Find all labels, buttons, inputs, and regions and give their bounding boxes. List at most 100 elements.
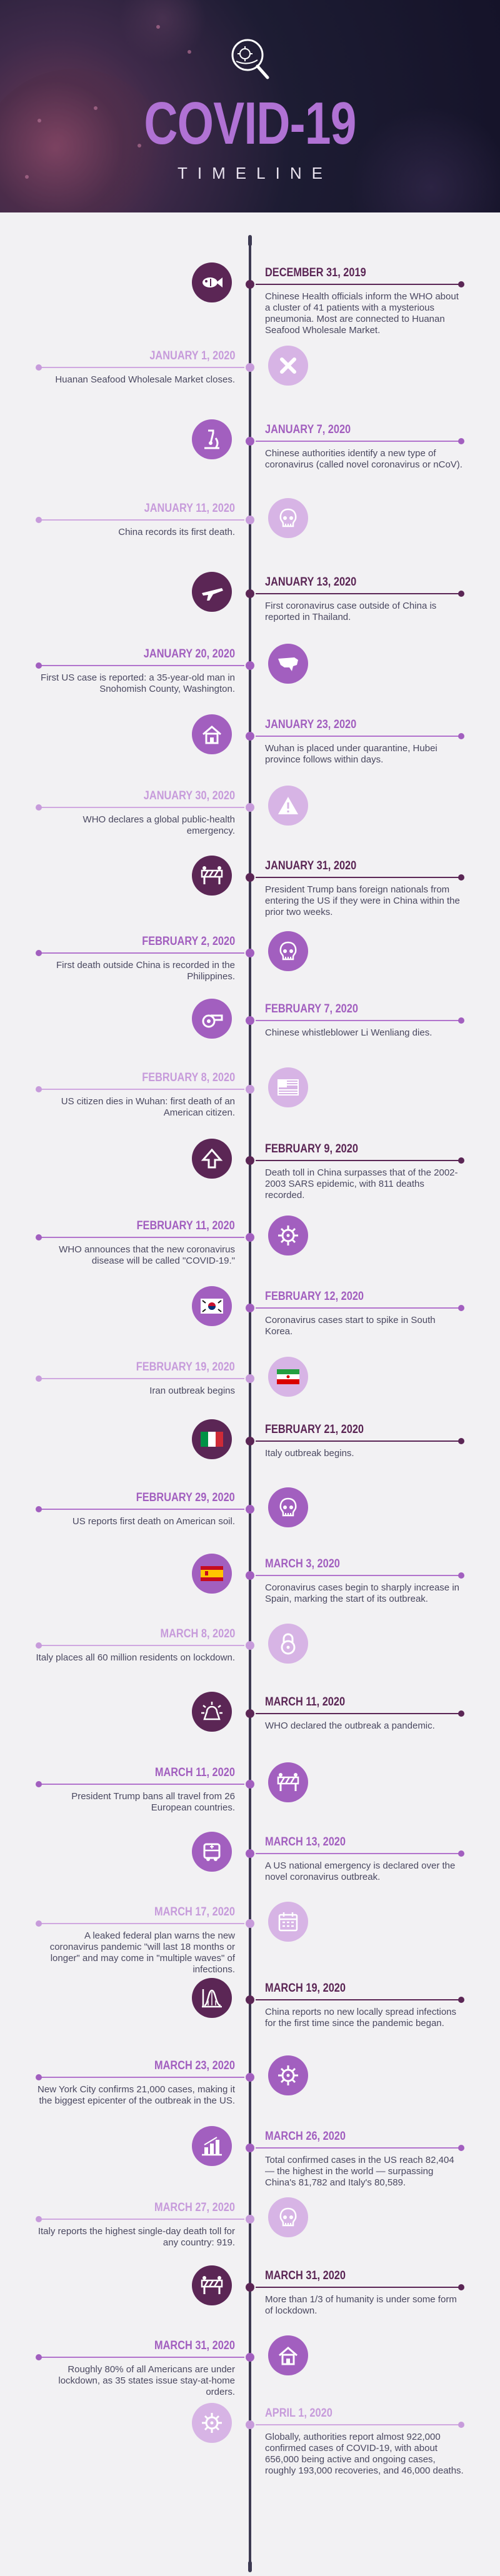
italy-flag-icon [201, 1432, 223, 1447]
virus-spike-dot [25, 175, 29, 179]
event-icon-circle [192, 1978, 232, 2018]
event-icon-circle [192, 999, 232, 1039]
event-icon-circle [192, 419, 232, 459]
event-connector-dot [458, 733, 464, 739]
event-date: FEBRUARY 8, 2020 [142, 1071, 235, 1084]
timeline-node [246, 2283, 254, 2292]
event-description: Death toll in China surpasses that of th… [265, 1167, 458, 1201]
event-date: DECEMBER 31, 2019 [265, 266, 366, 279]
timeline-node [246, 661, 254, 670]
timeline-node [246, 1505, 254, 1514]
event-date: FEBRUARY 19, 2020 [136, 1360, 235, 1374]
event-description: WHO declared the outbreak a pandemic. [265, 1720, 435, 1731]
event-date: MARCH 17, 2020 [154, 1905, 235, 1919]
event-description: US citizen dies in Wuhan: first death of… [61, 1096, 235, 1118]
event-description: US reports first death on American soil. [72, 1516, 235, 1527]
event-date: MARCH 13, 2020 [265, 1835, 346, 1849]
event-description: Coronavirus cases begin to sharply incre… [265, 1582, 459, 1604]
event-connector-line [41, 1378, 244, 1379]
event-connector-dot [36, 1920, 42, 1927]
event-description: First US case is reported: a 35-year-old… [41, 672, 235, 694]
event-description: Iran outbreak begins [149, 1385, 235, 1396]
event-connector-line [256, 1307, 459, 1309]
event-description: A US national emergency is declared over… [265, 1860, 456, 1882]
event-icon-circle [192, 1286, 232, 1326]
timeline-node [246, 873, 254, 882]
arrow-up-icon [201, 1148, 223, 1169]
event-connector-line [256, 1160, 459, 1161]
event-date: MARCH 3, 2020 [265, 1557, 340, 1570]
timeline-node [246, 949, 254, 957]
event-connector-line [256, 2287, 459, 2288]
event-date: JANUARY 13, 2020 [265, 576, 357, 589]
event-description: More than 1/3 of humanity is under some … [265, 2294, 457, 2316]
event-icon-circle [192, 1692, 232, 1732]
event-connector-line [256, 2147, 459, 2149]
event-connector-line [41, 2357, 244, 2358]
event-date: JANUARY 30, 2020 [143, 789, 235, 802]
event-connector-dot [36, 662, 42, 669]
event-connector-line [41, 1923, 244, 1924]
event-icon-circle [268, 1624, 308, 1664]
virus-icon [202, 2413, 222, 2433]
event-description: First coronavirus case outside of China … [265, 601, 437, 622]
event-connector-line [256, 441, 459, 442]
timeline-node [246, 803, 254, 812]
skull-icon [279, 1497, 297, 1517]
timeline-node [246, 732, 254, 741]
event-connector-dot [36, 1086, 42, 1092]
event-icon-circle [268, 1067, 308, 1107]
event-connector-line [41, 2219, 244, 2220]
event-connector-dot [458, 1850, 464, 1857]
timeline-node [246, 1780, 254, 1789]
timeline-axis [249, 242, 251, 2567]
event-description: New York City confirms 21,000 cases, mak… [38, 2084, 235, 2106]
event-description: President Trump bans foreign nationals f… [265, 884, 460, 917]
event-connector-line [41, 1784, 244, 1785]
page-title: COVID-19 [144, 90, 356, 157]
event-description: Huanan Seafood Wholesale Market closes. [55, 374, 235, 385]
event-description: Italy reports the highest single-day dea… [38, 2226, 235, 2248]
event-date: FEBRUARY 11, 2020 [136, 1219, 235, 1232]
event-description: Globally, authorities report almost 922,… [265, 2432, 464, 2476]
timeline-node [246, 2144, 254, 2152]
alarm-icon [201, 1702, 222, 1720]
usa-map-icon [278, 657, 298, 671]
event-date: MARCH 31, 2020 [265, 2269, 346, 2282]
south-korea-flag-icon [201, 1299, 223, 1314]
event-description: Chinese authorities identify a new type … [265, 448, 462, 470]
event-connector-line [256, 1853, 459, 1854]
event-connector-dot [36, 1234, 42, 1241]
timeline-node [246, 1571, 254, 1580]
event-connector-dot [458, 1710, 464, 1717]
airplane-icon [202, 588, 223, 601]
event-connector-line [41, 1509, 244, 1510]
event-description: Chinese Health officials inform the WHO … [265, 291, 459, 336]
timeline-start-cap-icon [248, 235, 252, 246]
event-date: FEBRUARY 12, 2020 [265, 1290, 364, 1303]
event-date: FEBRUARY 9, 2020 [265, 1142, 358, 1156]
us-flag-icon [278, 1079, 299, 1096]
timeline-node [246, 1233, 254, 1242]
event-date: MARCH 27, 2020 [154, 2201, 235, 2214]
event-connector-dot [36, 804, 42, 811]
house-icon [202, 726, 221, 744]
magnifier-virus-logo-icon [231, 39, 269, 79]
virus-icon [278, 2065, 298, 2085]
event-date: JANUARY 31, 2020 [265, 859, 357, 872]
event-connector-dot [36, 950, 42, 956]
page-subtitle: TIMELINE [178, 164, 332, 182]
virus-spike-dot [138, 144, 141, 147]
bell-curve-icon [202, 1989, 222, 2008]
event-date: JANUARY 1, 2020 [149, 349, 235, 362]
timeline-node [246, 1849, 254, 1858]
event-connector-line [41, 1089, 244, 1090]
event-description: A leaked federal plan warns the new coro… [49, 1930, 235, 1975]
event-date: FEBRUARY 7, 2020 [265, 1002, 358, 1016]
event-date: MARCH 26, 2020 [265, 2130, 346, 2143]
virus-spike-dot [188, 50, 191, 54]
timeline-node [246, 1641, 254, 1650]
event-connector-dot [458, 874, 464, 881]
timeline-node [246, 1437, 254, 1445]
